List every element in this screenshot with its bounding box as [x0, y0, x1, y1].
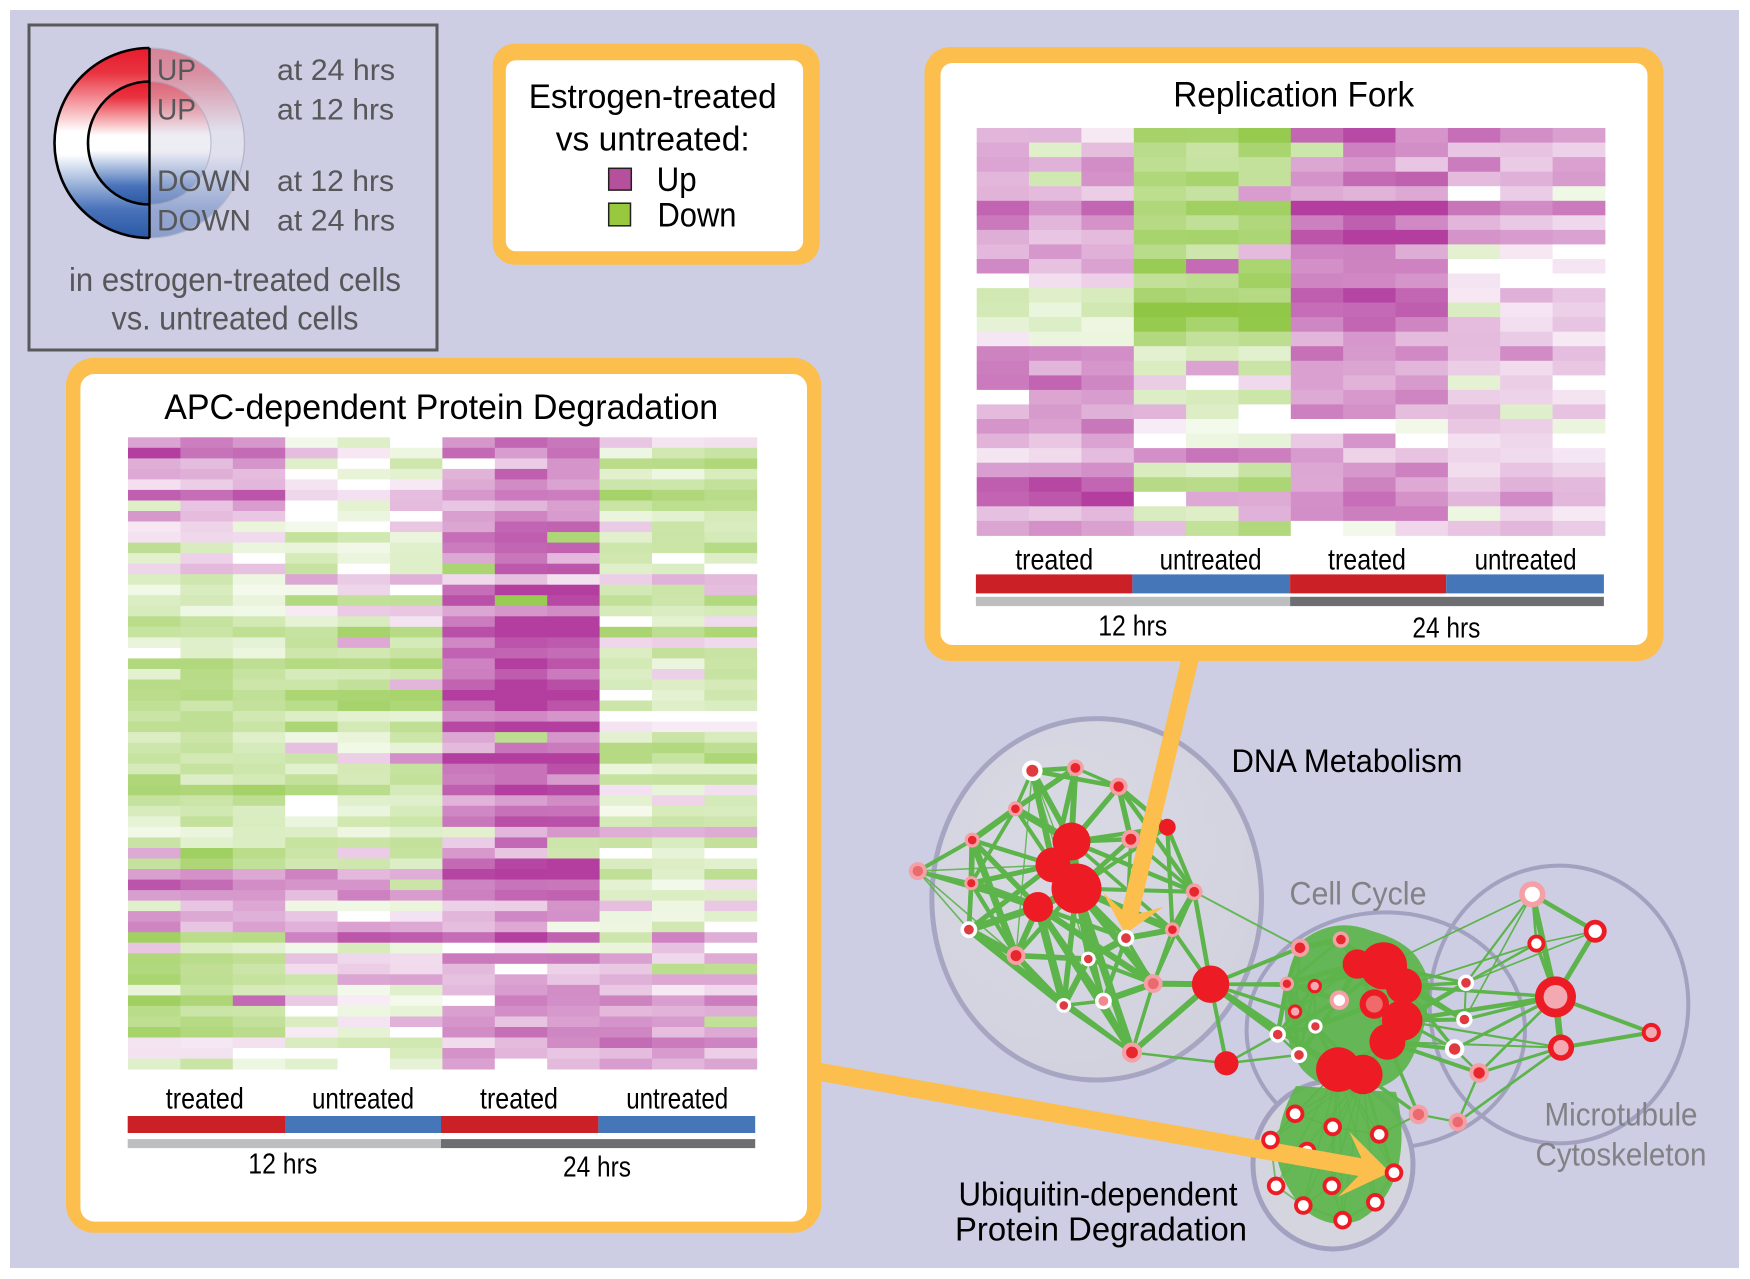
svg-text:24 hrs: 24 hrs [1412, 613, 1480, 645]
svg-text:at 12 hrs: at 12 hrs [277, 94, 394, 127]
svg-text:untreated: untreated [1475, 544, 1577, 577]
svg-text:UP: UP [157, 94, 196, 127]
svg-text:untreated: untreated [312, 1082, 414, 1115]
svg-text:Cytoskeleton: Cytoskeleton [1536, 1137, 1707, 1173]
svg-text:treated: treated [1015, 544, 1093, 577]
svg-text:APC-dependent Protein Degradat: APC-dependent Protein Degradation [164, 388, 718, 427]
svg-text:treated: treated [166, 1082, 244, 1115]
svg-text:at 24 hrs: at 24 hrs [277, 54, 395, 87]
svg-text:DOWN: DOWN [157, 205, 251, 238]
svg-text:in estrogen-treated cells: in estrogen-treated cells [69, 261, 401, 298]
svg-text:untreated: untreated [1160, 544, 1262, 577]
svg-text:at 12 hrs: at 12 hrs [277, 165, 394, 198]
svg-text:treated: treated [1328, 544, 1406, 577]
svg-text:Up: Up [657, 161, 697, 199]
svg-text:DOWN: DOWN [157, 165, 251, 198]
svg-text:Microtubule: Microtubule [1545, 1097, 1698, 1133]
svg-text:12 hrs: 12 hrs [248, 1149, 317, 1181]
svg-text:DNA Metabolism: DNA Metabolism [1232, 743, 1463, 779]
svg-text:Replication Fork: Replication Fork [1173, 76, 1414, 115]
svg-text:Protein Degradation: Protein Degradation [955, 1211, 1247, 1248]
svg-text:vs. untreated cells: vs. untreated cells [112, 300, 359, 337]
svg-text:untreated: untreated [626, 1082, 728, 1115]
svg-text:24 hrs: 24 hrs [563, 1152, 631, 1184]
svg-text:UP: UP [157, 54, 196, 87]
svg-text:vs untreated:: vs untreated: [556, 121, 750, 159]
svg-text:Estrogen-treated: Estrogen-treated [529, 78, 777, 116]
svg-text:Ubiquitin-dependent: Ubiquitin-dependent [959, 1176, 1238, 1213]
svg-text:12 hrs: 12 hrs [1098, 611, 1167, 643]
svg-text:at 24 hrs: at 24 hrs [277, 205, 395, 238]
svg-text:treated: treated [480, 1082, 558, 1115]
svg-text:Down: Down [658, 197, 737, 235]
svg-text:Cell Cycle: Cell Cycle [1290, 876, 1427, 912]
